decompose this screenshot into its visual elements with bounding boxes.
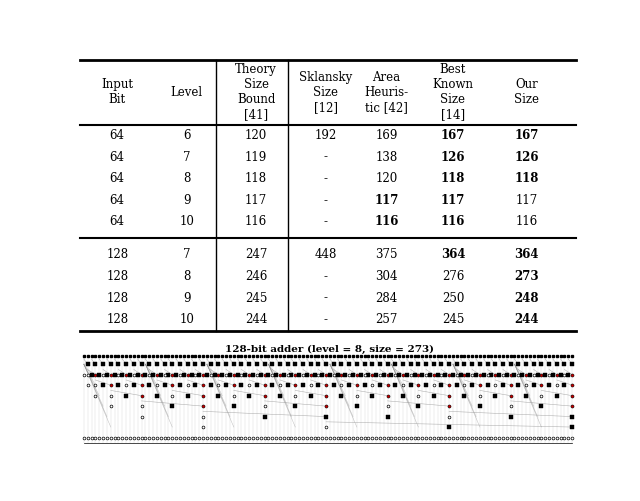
Text: 245: 245 — [442, 313, 464, 326]
Text: -: - — [323, 270, 328, 283]
Text: Theory
Size
Bound
[41]: Theory Size Bound [41] — [236, 63, 277, 121]
Text: 117: 117 — [374, 194, 399, 207]
Text: 119: 119 — [245, 150, 268, 163]
Text: 118: 118 — [245, 172, 267, 185]
Text: 116: 116 — [515, 215, 538, 228]
Text: 117: 117 — [515, 194, 538, 207]
Text: 128: 128 — [106, 313, 128, 326]
Text: 244: 244 — [514, 313, 539, 326]
Text: 64: 64 — [109, 129, 125, 142]
Text: 10: 10 — [179, 215, 194, 228]
Text: Level: Level — [171, 86, 203, 99]
Text: 245: 245 — [245, 292, 268, 305]
Text: 9: 9 — [183, 292, 190, 305]
Text: Sklansky
Size
[12]: Sklansky Size [12] — [299, 71, 352, 114]
Text: -: - — [323, 150, 328, 163]
Text: 167: 167 — [441, 129, 465, 142]
Text: 364: 364 — [514, 248, 539, 262]
Text: 6: 6 — [183, 129, 190, 142]
Text: 284: 284 — [376, 292, 397, 305]
Text: 120: 120 — [245, 129, 268, 142]
Text: -: - — [323, 313, 328, 326]
Text: 192: 192 — [314, 129, 337, 142]
Text: Best
Known
Size
[14]: Best Known Size [14] — [433, 63, 474, 121]
Text: 448: 448 — [314, 248, 337, 262]
Text: 248: 248 — [514, 292, 539, 305]
Text: -: - — [323, 292, 328, 305]
Text: 167: 167 — [514, 129, 539, 142]
Text: -: - — [323, 194, 328, 207]
Text: 138: 138 — [376, 150, 397, 163]
Text: 257: 257 — [375, 313, 397, 326]
Text: 117: 117 — [245, 194, 268, 207]
Text: 10: 10 — [179, 313, 194, 326]
Text: -: - — [323, 215, 328, 228]
Text: 7: 7 — [183, 248, 190, 262]
Text: 126: 126 — [441, 150, 465, 163]
Text: 304: 304 — [375, 270, 398, 283]
Text: 7: 7 — [183, 150, 190, 163]
Text: 276: 276 — [442, 270, 464, 283]
Text: 116: 116 — [374, 215, 399, 228]
Text: 64: 64 — [109, 215, 125, 228]
Text: Area
Heuris-
tic [42]: Area Heuris- tic [42] — [364, 71, 408, 114]
Text: 244: 244 — [245, 313, 268, 326]
Text: 128-bit adder (level = 8, size = 273): 128-bit adder (level = 8, size = 273) — [225, 345, 435, 354]
Text: 128: 128 — [106, 270, 128, 283]
Text: 116: 116 — [245, 215, 268, 228]
Text: -: - — [323, 172, 328, 185]
Text: 246: 246 — [245, 270, 268, 283]
Text: 375: 375 — [375, 248, 398, 262]
Text: 8: 8 — [183, 172, 190, 185]
Text: 118: 118 — [514, 172, 539, 185]
Text: 273: 273 — [514, 270, 539, 283]
Text: 64: 64 — [109, 194, 125, 207]
Text: 250: 250 — [442, 292, 464, 305]
Text: 364: 364 — [441, 248, 465, 262]
Text: Our
Size: Our Size — [514, 78, 539, 106]
Text: 8: 8 — [183, 270, 190, 283]
Text: 126: 126 — [514, 150, 539, 163]
Text: 128: 128 — [106, 248, 128, 262]
Text: 118: 118 — [441, 172, 465, 185]
Text: 128: 128 — [106, 292, 128, 305]
Text: 120: 120 — [376, 172, 397, 185]
Text: 116: 116 — [441, 215, 465, 228]
Text: 169: 169 — [375, 129, 397, 142]
Text: 9: 9 — [183, 194, 190, 207]
Text: 247: 247 — [245, 248, 268, 262]
Text: 64: 64 — [109, 150, 125, 163]
Text: 117: 117 — [441, 194, 465, 207]
Text: Input
Bit: Input Bit — [101, 78, 133, 106]
Text: 64: 64 — [109, 172, 125, 185]
